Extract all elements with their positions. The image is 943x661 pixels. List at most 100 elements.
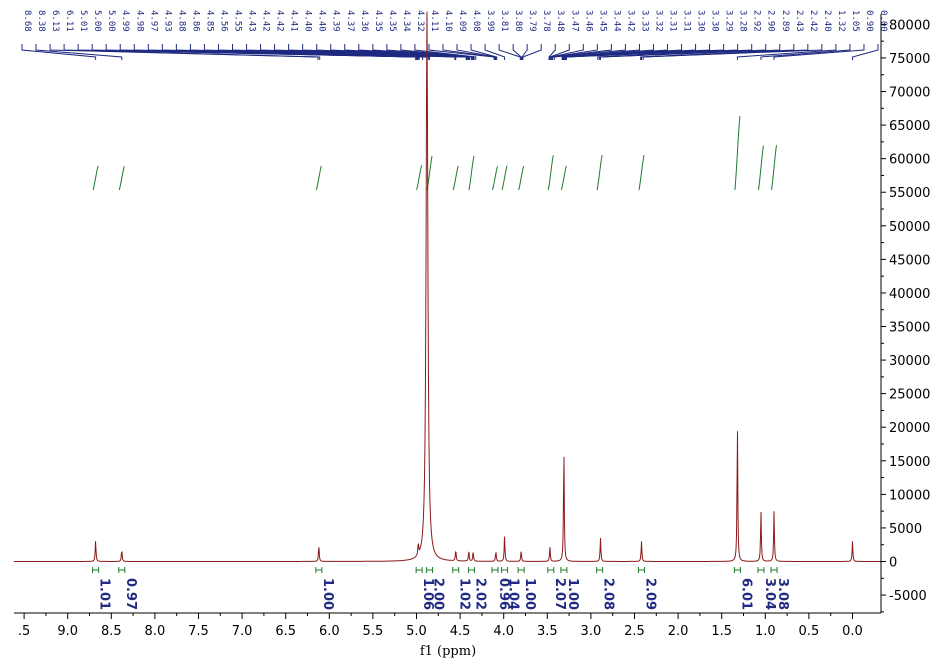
y-tick-label: 60000 xyxy=(889,153,930,168)
peak-label-leader xyxy=(414,44,477,60)
peak-label-leader xyxy=(512,44,522,60)
integral-value: 1.00 xyxy=(565,578,580,610)
peak-label: 2.40 xyxy=(822,10,832,32)
x-tick-label: 3.0 xyxy=(581,624,602,639)
peak-label: 3.44 xyxy=(611,10,621,32)
peak-label: 4.99 xyxy=(120,10,130,32)
y-tick-label: 65000 xyxy=(889,119,930,134)
x-tick-label: 8.5 xyxy=(101,624,122,639)
peak-label: 4.32 xyxy=(415,10,425,32)
peak-label: 3.29 xyxy=(724,10,734,32)
peak-label: 4.40 xyxy=(303,10,313,32)
integral-curve xyxy=(518,165,525,191)
integral-value: 2.02 xyxy=(472,578,487,610)
peak-label: 8.68 xyxy=(22,10,32,32)
integral-curve xyxy=(547,155,554,191)
peak-label: 3.33 xyxy=(639,10,649,32)
peak-label: 4.40 xyxy=(317,10,327,32)
peak-label: 4.93 xyxy=(162,10,172,32)
integral-curve xyxy=(638,154,645,191)
peak-label: 6.13 xyxy=(50,10,60,32)
x-tick-label: 7.0 xyxy=(232,624,253,639)
y-tick-label: 35000 xyxy=(889,321,930,336)
integral-marker-layer: 1.01 0.97 1.00 1.062.00 1.02 2.02 0.961.04 1.00… xyxy=(92,567,790,610)
integral-curve xyxy=(501,165,508,191)
peak-label-leader xyxy=(21,44,97,60)
integral-value: 1.02 xyxy=(457,578,472,610)
integral-curve xyxy=(771,145,778,191)
peak-label-leader xyxy=(428,44,495,60)
peak-label: 3.42 xyxy=(625,10,635,32)
peak-label-leader xyxy=(498,44,521,60)
peak-label: 2.42 xyxy=(808,10,818,32)
peak-label: 3.81 xyxy=(499,10,509,32)
peak-label: 5.01 xyxy=(78,10,88,32)
x-tick-label: 8.0 xyxy=(145,624,166,639)
peak-label-leader xyxy=(552,44,612,60)
peak-label: 3.48 xyxy=(555,10,565,32)
peak-label: 4.36 xyxy=(359,10,369,32)
integral-value: 2.09 xyxy=(642,578,657,610)
y-tick-label: 5000 xyxy=(889,522,922,537)
y-tick-label: 20000 xyxy=(889,421,930,436)
peak-label: 4.11 xyxy=(429,10,439,32)
peak-label: 3.28 xyxy=(738,10,748,32)
integral-curve xyxy=(757,145,764,191)
x-tick-label: 5.5 xyxy=(363,624,384,639)
peak-label-leader xyxy=(203,44,431,60)
peak-label-leader xyxy=(522,44,542,60)
y-tick-label: 10000 xyxy=(889,488,930,503)
peak-label-leader xyxy=(736,44,837,60)
integral-value: 1.00 xyxy=(320,578,335,610)
peak-label: 4.85 xyxy=(204,10,214,32)
peak-label-leader xyxy=(852,44,879,60)
peak-label: 4.42 xyxy=(275,10,285,32)
integral-curve xyxy=(468,155,475,191)
peak-label: 3.31 xyxy=(668,10,678,32)
x-tick-label: 7.5 xyxy=(188,624,209,639)
peak-label: 2.89 xyxy=(780,10,790,32)
peak-label-leader xyxy=(400,44,475,60)
integral-curve xyxy=(560,165,567,191)
peak-label: 4.37 xyxy=(345,10,355,32)
y-axis: 8000075000700006500060000550005000045000… xyxy=(881,18,930,613)
y-tick-label: 30000 xyxy=(889,354,930,369)
y-tick-label: 0 xyxy=(889,556,897,571)
peak-label-leader xyxy=(386,44,474,60)
peak-label-leader xyxy=(521,44,528,60)
peak-label: 3.45 xyxy=(597,10,607,32)
peak-label: 2.43 xyxy=(794,10,804,32)
y-tick-label: 15000 xyxy=(889,455,930,470)
x-axis-label: f1 (ppm) xyxy=(420,644,476,659)
x-tick-label: 0.5 xyxy=(799,624,820,639)
peak-label: 6.11 xyxy=(64,10,74,32)
integral-value: 3.08 xyxy=(775,578,790,610)
peak-label: 1.32 xyxy=(836,10,846,32)
y-tick-label: 40000 xyxy=(889,287,930,302)
y-tick-label: 80000 xyxy=(889,18,930,33)
integral-curve xyxy=(492,166,498,191)
peak-label: 3.80 xyxy=(513,10,523,32)
peak-label: 3.99 xyxy=(485,10,495,32)
peak-label: 2.92 xyxy=(752,10,762,32)
integral-value: 2.07 xyxy=(552,578,567,610)
peak-label: 3.31 xyxy=(682,10,692,32)
peak-label-leader xyxy=(760,44,851,60)
x-tick-label: 2.0 xyxy=(668,624,689,639)
integral-value: 2.00 xyxy=(431,578,446,610)
peak-label: 3.79 xyxy=(527,10,537,32)
y-tick-label: 45000 xyxy=(889,253,930,268)
y-tick-label: -5000 xyxy=(889,589,927,604)
peak-label: 3.30 xyxy=(696,10,706,32)
peak-label-leader xyxy=(549,44,570,60)
peak-label-leader xyxy=(358,44,473,60)
peak-label-leader xyxy=(553,44,626,60)
integral-curve xyxy=(452,165,459,191)
peak-label: 5.00 xyxy=(92,10,102,32)
peak-label: 2.90 xyxy=(766,10,776,32)
integral-curve-layer xyxy=(92,115,778,191)
x-tick-label: 0.0 xyxy=(842,624,863,639)
integral-value: 2.08 xyxy=(601,578,616,610)
peak-label: 4.41 xyxy=(289,10,299,32)
